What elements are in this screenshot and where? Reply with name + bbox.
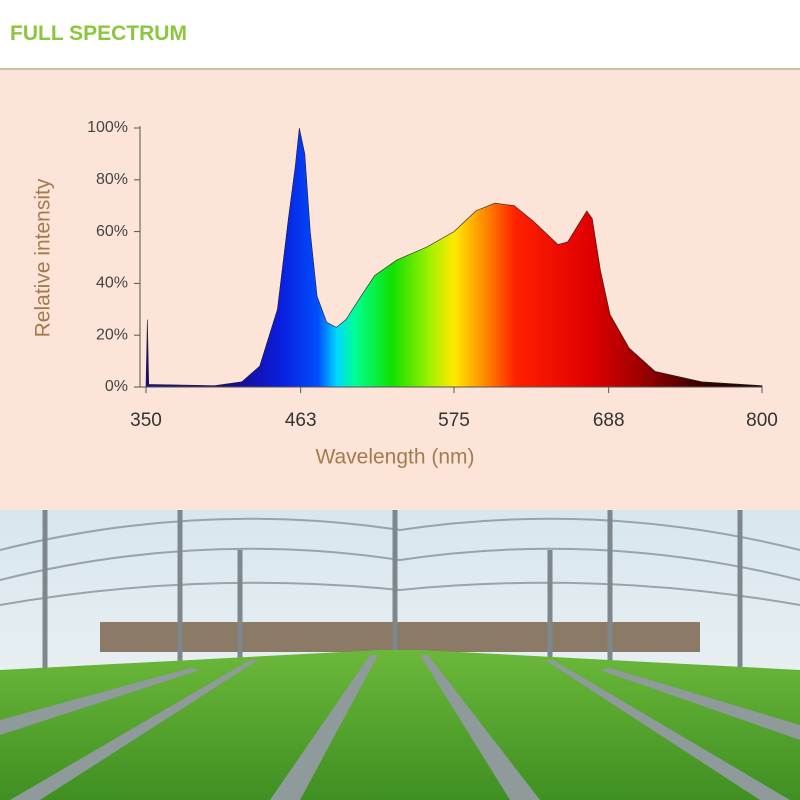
chart: 0% 20% 40% 60% 80% 100% 350 463 575 688 800 Wavele… (0, 70, 800, 510)
y-tick-label: 60% (96, 223, 128, 240)
x-axis-label: Wavelength (nm) (315, 446, 474, 469)
header: FULL SPECTRUM (0, 0, 800, 70)
y-axis-label: Relative intensity (32, 178, 55, 337)
x-tick-label: 575 (438, 410, 470, 431)
x-tick-label: 463 (285, 410, 317, 431)
header-title: FULL SPECTRUM (10, 22, 187, 45)
x-tick-label: 800 (746, 410, 778, 431)
y-tick-label: 0% (105, 378, 128, 395)
y-tick-label: 80% (96, 171, 128, 188)
x-tick-label: 688 (593, 410, 625, 431)
x-tick-label: 350 (130, 410, 162, 431)
y-tick-label: 40% (96, 275, 128, 292)
greenhouse-photo (0, 510, 800, 800)
y-tick-label: 100% (87, 119, 128, 136)
spectrum-area (145, 127, 763, 388)
y-tick-label: 20% (96, 326, 128, 343)
